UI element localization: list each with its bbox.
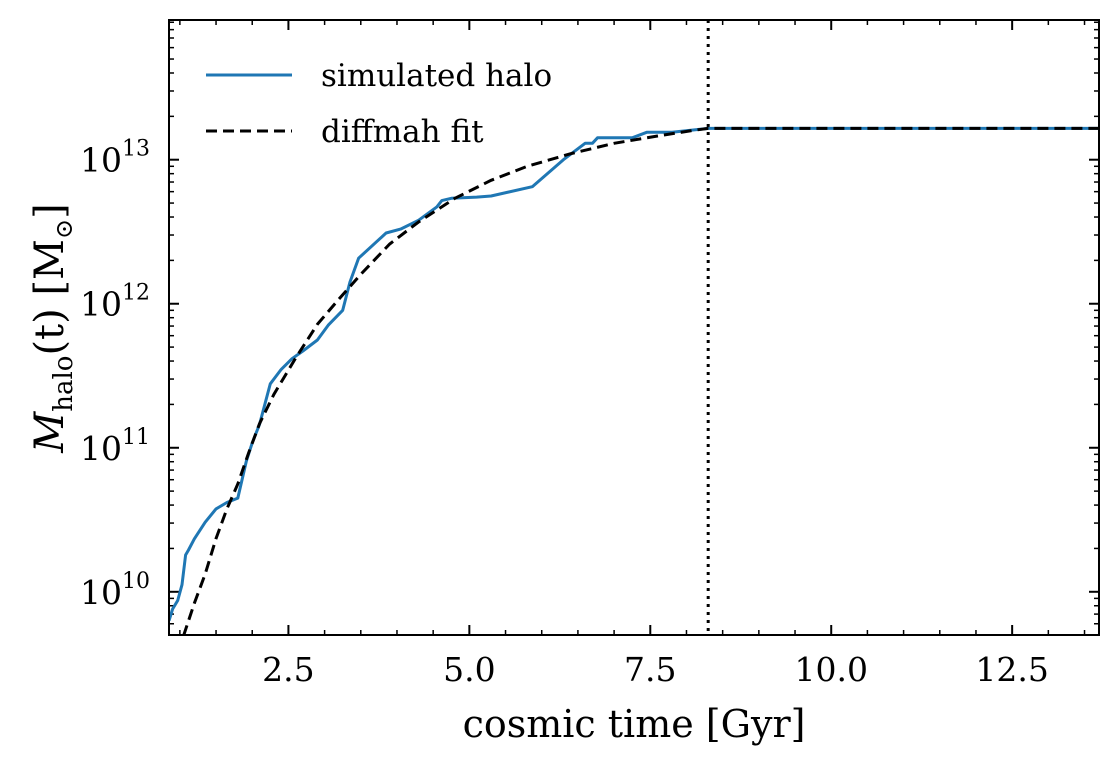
y-tick-base: 10 [80,141,122,180]
y-tick-label: 1012 [80,281,150,324]
y-axis-label-argument: (t) [M [27,239,73,356]
minor-ticks [169,20,1099,635]
y-axis-label-symbol: M [27,411,73,454]
y-tick-exponent: 11 [122,425,150,450]
legend-label-simulated-halo: simulated halo [321,58,552,94]
y-tick-exponent: 13 [122,137,150,162]
y-tick-base: 10 [80,573,122,612]
x-tick-label: 7.5 [624,650,676,689]
legend-label-diffmah-fit: diffmah fit [321,114,484,150]
axes-frame [168,19,1100,636]
major-ticks [169,20,1099,635]
y-tick-label: 1011 [80,425,150,468]
x-axis-label: cosmic time [Gyr] [463,702,806,746]
y-axis-label-close: ] [27,203,73,219]
y-tick-base: 10 [80,285,122,324]
plot-area [169,20,1099,635]
y-tick-label: 1013 [80,137,150,180]
y-tick-label: 1010 [80,569,150,612]
x-tick-label: 5.0 [443,650,495,689]
x-tick-label: 12.5 [975,650,1048,689]
y-tick-base: 10 [80,429,122,468]
series-line-simulated-halo [169,126,1099,622]
y-tick-exponent: 10 [122,569,150,594]
y-axis-label: Mhalo(t) [M⊙] [27,203,79,453]
series-line-diffmah-fit [182,126,1099,635]
x-tick-label: 2.5 [262,650,314,689]
legend: simulated halo diffmah fit [206,58,552,150]
y-axis-label-subscript: halo [49,356,79,412]
y-tick-exponent: 12 [122,281,150,306]
x-tick-label: 10.0 [794,650,867,689]
y-axis-label-sun-symbol: ⊙ [50,219,78,239]
